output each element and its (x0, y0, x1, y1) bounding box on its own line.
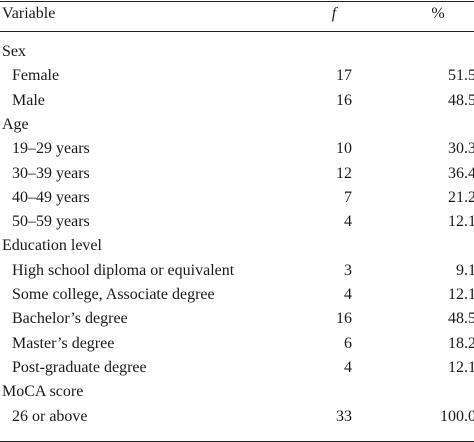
row-label: Bachelor’s degree (12, 310, 128, 328)
percent: 9.10 (456, 261, 474, 279)
row-label: Master’s degree (12, 334, 115, 352)
section-label: Education level (2, 237, 102, 255)
frequency: 16 (336, 310, 352, 328)
row-label: 30–39 years (12, 164, 90, 182)
row-label: Male (12, 91, 45, 109)
percent: 48.50 (448, 91, 474, 109)
frequency: 17 (336, 67, 352, 85)
header-percent: % (431, 5, 445, 22)
row-label: 50–59 years (12, 213, 90, 231)
header-variable: Variable (2, 5, 56, 22)
percent: 48.50 (448, 310, 474, 328)
header-f: f (331, 5, 337, 22)
frequency: 3 (344, 261, 352, 279)
frequency: 10 (336, 140, 352, 158)
section-label: Age (2, 115, 29, 133)
row-label: 40–49 years (12, 188, 90, 206)
frequency: 6 (344, 334, 352, 352)
frequency: 4 (344, 358, 352, 376)
frequency: 33 (336, 407, 352, 425)
header-rule (0, 31, 474, 32)
row-label: Female (12, 67, 60, 85)
percent: 12.10 (448, 358, 474, 376)
section-label: MoCA score (2, 383, 84, 401)
frequency: 4 (344, 286, 352, 303)
percent: 51.50 (448, 67, 474, 85)
percent: 18.20 (448, 334, 474, 352)
percent: 30.30 (448, 140, 474, 158)
top-rule (0, 1, 474, 2)
row-label: Post-graduate degree (12, 358, 147, 376)
frequency: 7 (344, 188, 352, 206)
row-label: High school diploma or equivalent (12, 261, 235, 279)
percent: 21.20 (448, 188, 474, 206)
percent: 12.10 (448, 213, 474, 231)
percent: 12.10 (448, 286, 474, 303)
frequency: 4 (344, 213, 352, 231)
row-label: 19–29 years (12, 140, 90, 158)
frequency: 16 (336, 91, 352, 109)
section-label: Sex (2, 43, 26, 60)
row-label: Some college, Associate degree (12, 286, 215, 303)
row-label: 26 or above (12, 407, 88, 425)
percent: 36.40 (448, 164, 474, 182)
frequency: 12 (336, 164, 352, 182)
percent: 100.00 (440, 407, 474, 425)
